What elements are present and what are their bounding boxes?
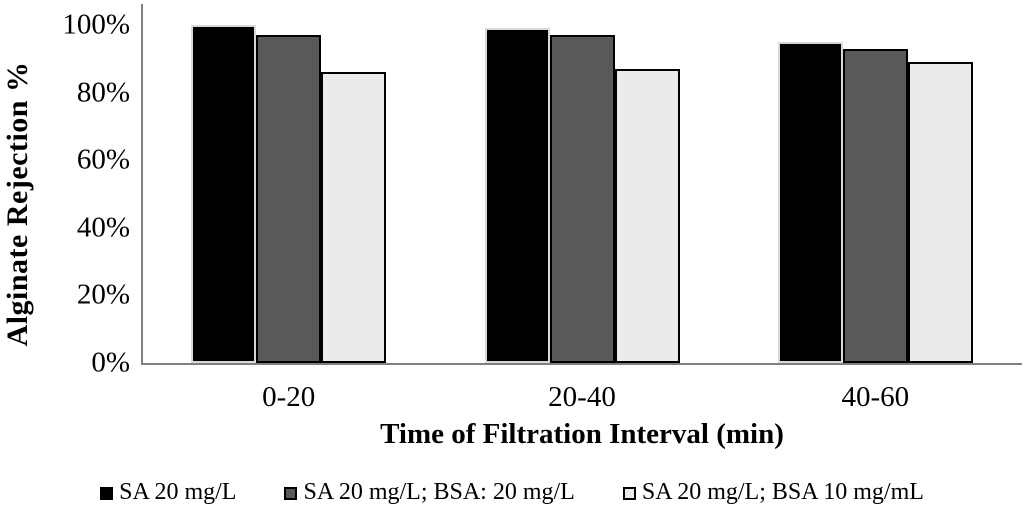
bar xyxy=(191,25,256,363)
bar xyxy=(778,42,843,363)
y-tick-label: 20% xyxy=(76,278,130,311)
legend-item: SA 20 mg/L; BSA 10 mg/mL xyxy=(622,479,924,505)
y-axis-line xyxy=(141,4,143,365)
y-tick-label: 100% xyxy=(62,8,130,41)
legend: SA 20 mg/L SA 20 mg/L; BSA: 20 mg/L SA 20 … xyxy=(0,476,1024,508)
y-tick-label: 40% xyxy=(76,211,130,244)
legend-marker xyxy=(622,486,636,500)
legend-label: SA 20 mg/L xyxy=(119,479,237,505)
legend-marker xyxy=(100,486,114,500)
y-tick-label: 80% xyxy=(76,76,130,109)
legend-marker xyxy=(284,486,298,500)
bar xyxy=(256,35,321,363)
legend-label: SA 20 mg/L; BSA 10 mg/mL xyxy=(641,479,924,505)
legend-item: SA 20 mg/L; BSA: 20 mg/L xyxy=(284,479,575,505)
x-category-label: 20-40 xyxy=(548,381,616,413)
x-axis-title: Time of Filtration Interval (min) xyxy=(380,418,784,450)
y-tick-label: 60% xyxy=(76,143,130,176)
x-category-label: 0-20 xyxy=(262,381,316,413)
bar xyxy=(321,72,386,363)
legend-label: SA 20 mg/L; BSA: 20 mg/L xyxy=(303,479,575,505)
x-axis-line xyxy=(141,363,1022,365)
legend-item: SA 20 mg/L xyxy=(100,480,236,504)
bar xyxy=(485,28,550,363)
bar xyxy=(550,35,615,363)
bar xyxy=(615,69,680,363)
x-category-label: 40-60 xyxy=(841,381,910,413)
y-tick-label: 0% xyxy=(91,346,130,379)
bar xyxy=(843,49,908,363)
bar xyxy=(908,62,973,363)
